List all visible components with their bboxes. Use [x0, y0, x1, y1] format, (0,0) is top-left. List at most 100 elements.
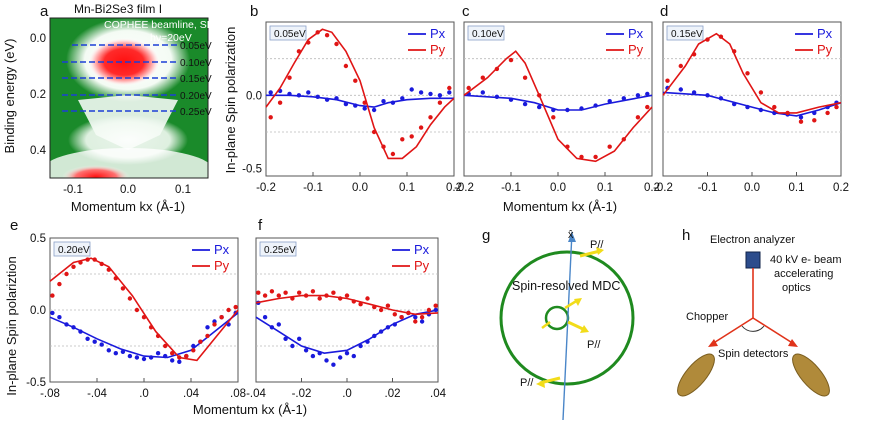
data-point-px [522, 101, 528, 107]
data-point-px [635, 93, 641, 98]
data-point-px [812, 110, 817, 116]
panel-a-photon: hν=20eV [150, 32, 192, 44]
x-tick-label: -0.2 [653, 182, 673, 194]
x-tick-label: 0.0 [352, 182, 368, 194]
data-point-py [256, 290, 261, 295]
plot-frame [255, 237, 439, 383]
data-point-py [798, 119, 804, 124]
data-point-py [678, 63, 683, 69]
detectors-label: Spin detectors [718, 348, 789, 360]
panel-a-yticks: 0.0 0.2 0.4 [30, 33, 47, 157]
data-point-py [85, 257, 90, 262]
data-point-py [276, 293, 281, 298]
outer-fermi-circle [499, 250, 635, 386]
data-point-py [64, 271, 69, 277]
beam-path-right [752, 317, 795, 345]
data-point-py [78, 260, 83, 265]
data-point-py [418, 125, 424, 130]
data-point-px [120, 349, 126, 354]
data-point-py [372, 304, 377, 310]
legend-label-px: Px [628, 26, 644, 41]
data-point-py [621, 137, 626, 142]
data-point-py [437, 100, 443, 105]
data-point-px [310, 353, 316, 359]
data-point-py [392, 312, 397, 317]
data-point-px [306, 90, 311, 95]
data-point-px [593, 103, 598, 108]
inner-fermi-circle [544, 305, 570, 331]
data-point-py [50, 293, 55, 298]
energy-cut-label: 0.10eV [180, 58, 212, 69]
data-point-py [92, 257, 97, 262]
x-tick-label: -.04 [87, 388, 107, 400]
data-point-px [191, 343, 196, 349]
data-point-px [362, 106, 367, 111]
data-point-px [163, 353, 168, 359]
data-point-px [718, 96, 724, 101]
data-point-px [418, 90, 424, 95]
energy-tag-box [467, 25, 505, 41]
data-point-py [409, 134, 414, 139]
spin-arrow-head [596, 247, 604, 255]
data-point-px [287, 91, 292, 97]
data-point-py [413, 319, 418, 324]
beam-path-left [711, 317, 754, 345]
beam-arrow-right [788, 339, 798, 347]
data-point-px [353, 103, 358, 108]
data-point-py [106, 267, 112, 272]
x-tick-label: .0 [139, 388, 149, 400]
panel-a-title: Mn-Bi2Se3 film I [74, 2, 162, 16]
data-point-px [205, 325, 210, 330]
data-point-py [378, 307, 384, 313]
x-tick-label: .04 [430, 388, 447, 400]
data-point-py [428, 115, 433, 120]
spin-ylabel-bottom: In-plane Spin polariztion [4, 256, 19, 395]
data-point-px [170, 358, 175, 363]
data-point-py [385, 303, 391, 308]
plot-frame [463, 21, 653, 177]
data-point-py [268, 115, 273, 120]
data-point-py [732, 49, 737, 54]
data-point-py [163, 343, 168, 349]
mdc-cut-line [562, 231, 573, 421]
x-tick-label: 0.1 [399, 182, 415, 194]
data-point-py [177, 355, 182, 360]
data-point-py [283, 290, 288, 295]
fit-line-py [463, 50, 653, 163]
data-point-py [141, 315, 147, 320]
energy-tag-box [666, 25, 704, 41]
beam-label-3: optics [782, 282, 811, 294]
y-tick-label: -0.5 [242, 164, 262, 176]
data-point-py [358, 302, 363, 307]
x-tick-label: .04 [183, 388, 200, 400]
plot-frame [662, 21, 842, 177]
data-point-py [480, 75, 485, 80]
data-point-py [290, 296, 295, 301]
data-point-py [635, 115, 641, 120]
spin-arrow-head [580, 325, 589, 333]
energy-tag: 0.20eV [58, 245, 90, 256]
data-point-py [691, 52, 697, 57]
fit-line-py [662, 32, 842, 114]
x-tick-label: .08 [230, 388, 246, 400]
data-point-py [705, 37, 710, 42]
data-point-py [406, 310, 411, 316]
x-axis-arrowhead [568, 232, 576, 242]
x-tick-label: 0.2 [446, 182, 462, 194]
panel-letter-b: b [250, 3, 258, 20]
analyzer-label: Electron analyzer [710, 234, 795, 246]
legend-label-py: Py [214, 258, 230, 273]
data-point-px [303, 348, 309, 353]
panel-a-xlabel: Momentum kx (Å-1) [71, 199, 185, 214]
beam-arrow-left [708, 339, 718, 347]
diagram-h: Electron analyzer 40 kV e- beam accelera… [677, 234, 842, 397]
legend-label-py: Py [817, 42, 833, 57]
legend-label-px: Px [817, 26, 833, 41]
x-tick-label: -0.2 [454, 182, 474, 194]
fit-line-py [49, 257, 239, 362]
data-point-py [537, 93, 542, 98]
data-point-px [508, 97, 514, 102]
data-point-py [57, 281, 62, 287]
